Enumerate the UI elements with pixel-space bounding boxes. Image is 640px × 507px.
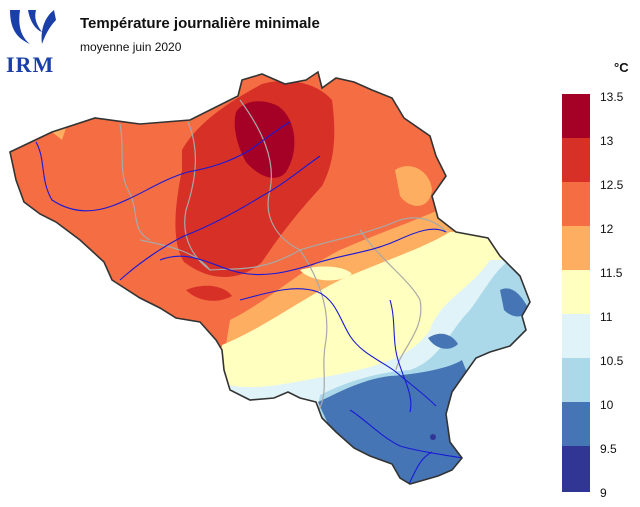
legend-unit: °C <box>614 60 629 75</box>
irm-logo <box>6 8 58 74</box>
zone-125-13-south <box>186 285 232 301</box>
legend-tick: 12.5 <box>600 178 624 192</box>
legend-swatch <box>562 138 590 182</box>
legend-tick: 10.5 <box>600 354 624 368</box>
zone-95-10-mid <box>428 333 458 349</box>
legend-swatch <box>562 226 590 270</box>
legend-swatch <box>562 358 590 402</box>
irm-logo-mark <box>10 10 56 44</box>
zone-125-13 <box>175 80 335 277</box>
legend-swatch <box>562 270 590 314</box>
map-subtitle: moyenne juin 2020 <box>80 40 182 54</box>
zone-95-10-east <box>500 288 528 317</box>
logo-text: IRM <box>6 52 55 77</box>
legend-tick: 9 <box>600 486 607 500</box>
legend-tick: 11 <box>600 310 613 324</box>
zone-9-95 <box>430 434 436 440</box>
legend-tick: 12 <box>600 222 614 236</box>
province-borders <box>119 99 447 413</box>
rivers <box>35 121 463 484</box>
legend-swatch <box>562 314 590 358</box>
legend-swatch <box>562 402 590 446</box>
legend-tick: 13 <box>600 134 614 148</box>
legend-swatch <box>562 94 590 138</box>
map-title: Température journalière minimale <box>80 15 320 32</box>
zone-11-115-islet <box>300 266 352 281</box>
legend-tick: 11.5 <box>600 266 623 280</box>
legend-tick: 13.5 <box>600 90 624 104</box>
color-legend <box>562 94 590 492</box>
legend-swatch <box>562 182 590 226</box>
legend-tick: 9.5 <box>600 442 617 456</box>
legend-swatch <box>562 446 590 492</box>
zone-115-12-east <box>395 166 432 206</box>
legend-tick: 10 <box>600 398 614 412</box>
